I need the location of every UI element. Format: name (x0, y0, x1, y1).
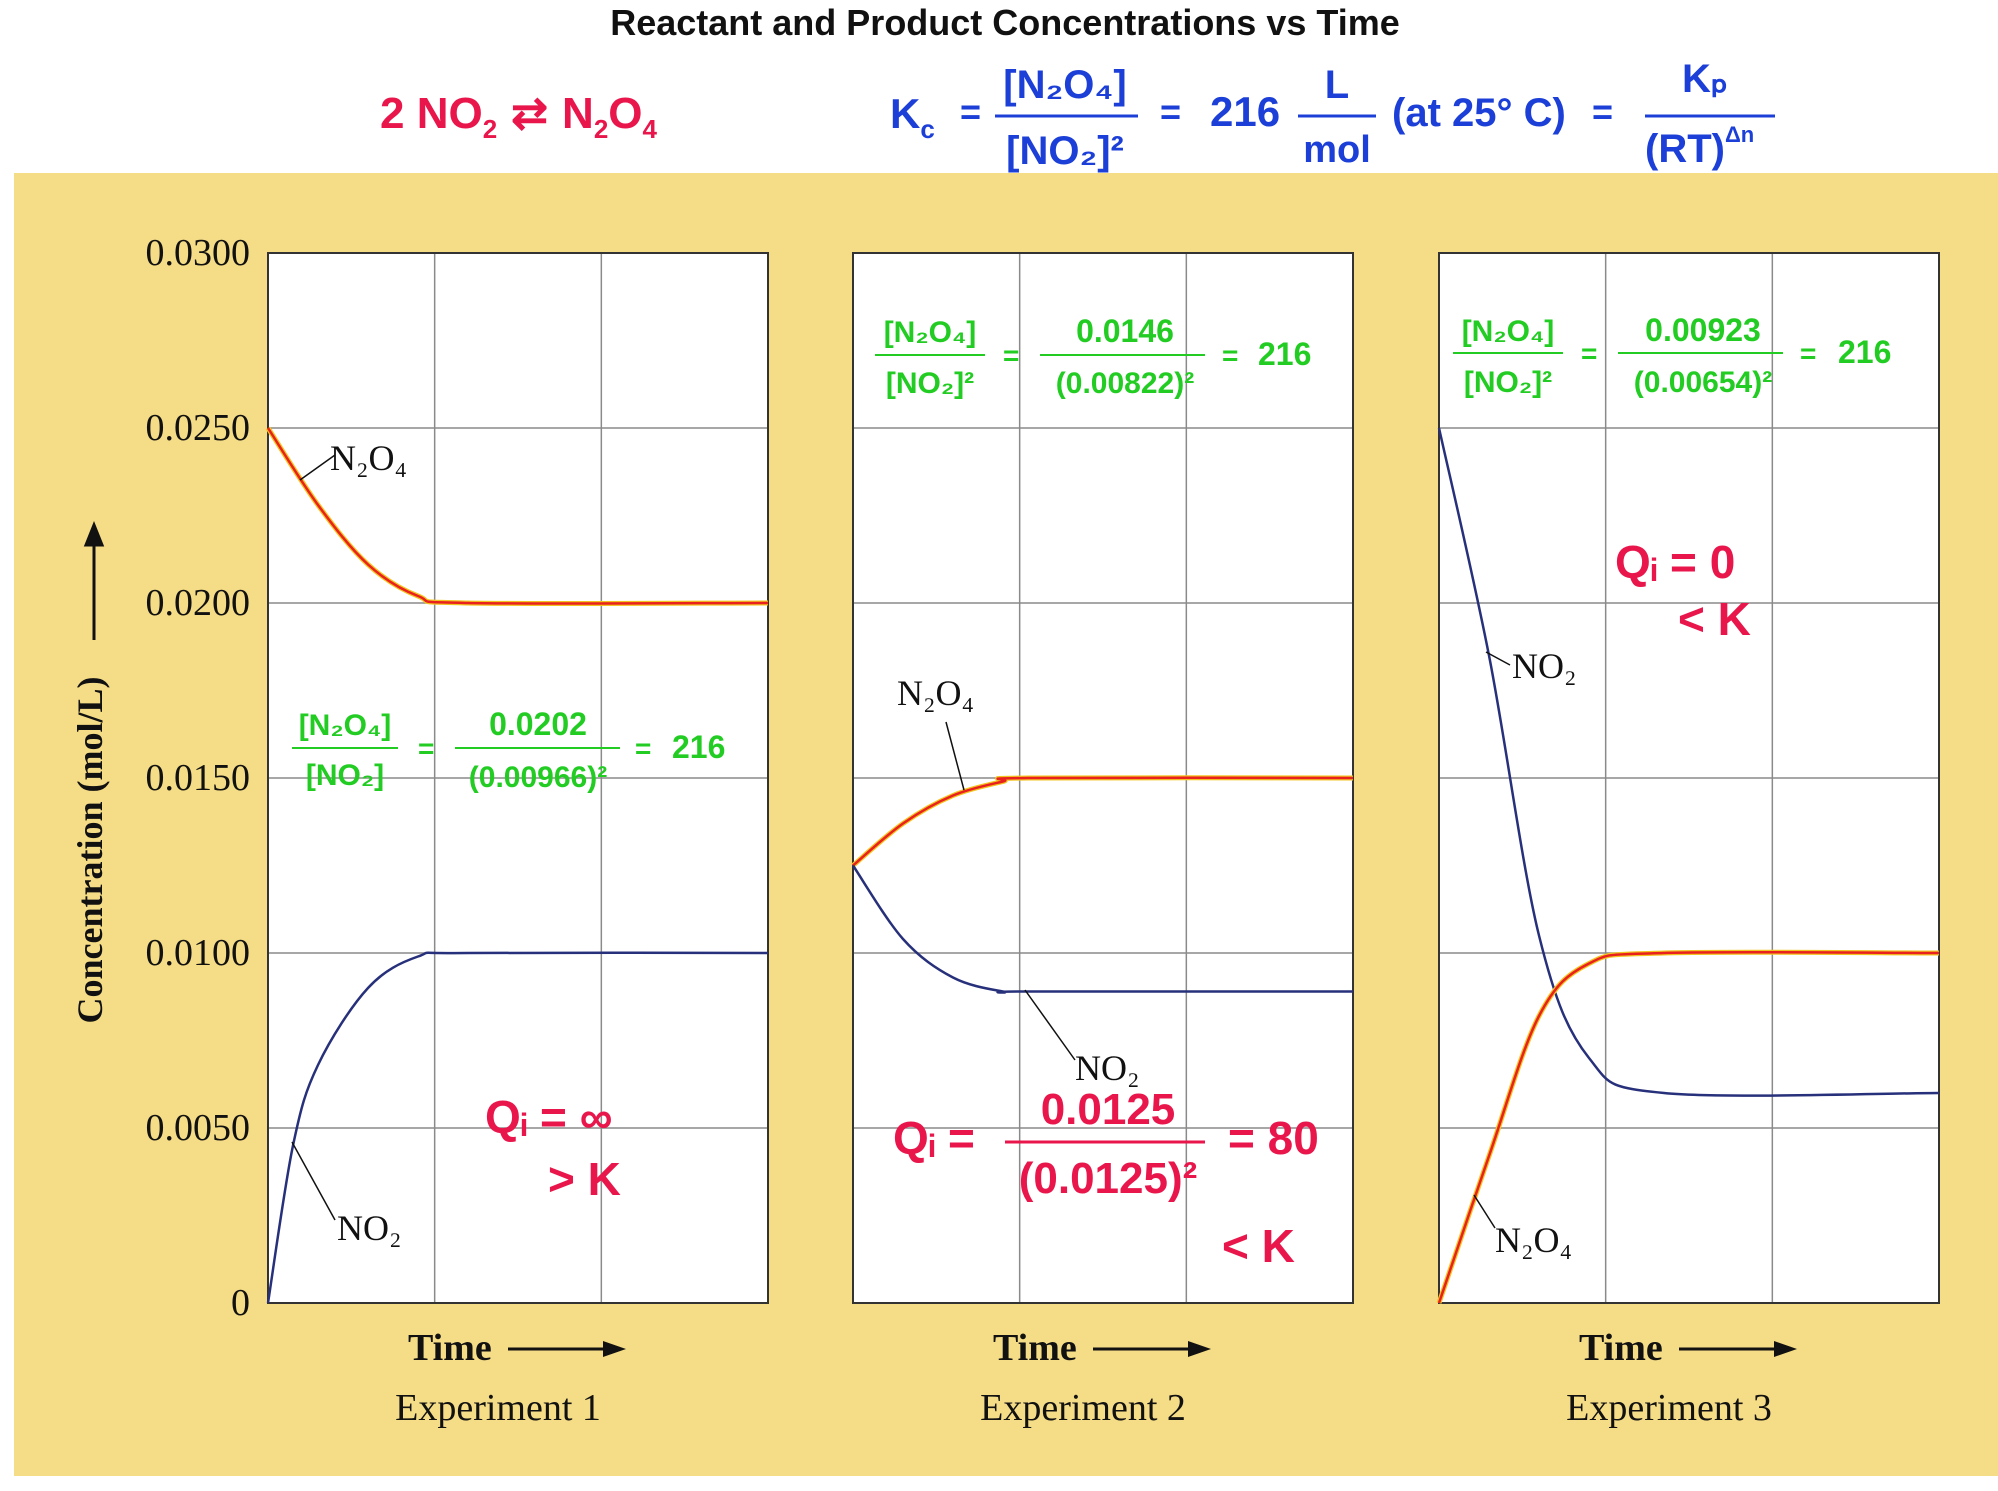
svg-text:216: 216 (672, 729, 725, 765)
x-axis-label: Time (408, 1327, 492, 1369)
svg-text:L: L (1325, 63, 1349, 107)
y-tick-label: 0.0250 (146, 407, 251, 449)
label-n2o4-exp2: N₂O₄ (897, 673, 974, 713)
plot-frame (1438, 252, 1940, 1304)
svg-text:2 NO2⇄N2O4: 2 NO2 ⇄ N2O4 (380, 89, 658, 144)
panel-1-annotations: [N₂O₄] [NO₂] = 0.0202 (0.00966)² = 216 Q… (292, 706, 725, 1205)
svg-text:[N₂O₄]: [N₂O₄] (884, 316, 977, 349)
label-n2o4-exp3: N₂O₄ (1495, 1220, 1572, 1260)
svg-text:[NO₂]: [NO₂] (306, 759, 384, 792)
plot-panel-2: Time Experiment 2 (851, 252, 1354, 1429)
label-no2-exp3: NO₂ (1512, 646, 1577, 686)
y-tick-label: 0.0150 (146, 757, 251, 799)
svg-text:0.0202: 0.0202 (489, 706, 587, 742)
svg-text:=: = (1592, 91, 1613, 132)
q-compare-3: < K (1678, 593, 1751, 645)
q-statement-3: Qᵢ = 0 (1615, 536, 1735, 588)
kc-equation: Kc = [N₂O₄] [NO₂]² = 216 L mol (at 25° C… (890, 57, 1775, 173)
plot-panel-3: Time Experiment 3 (1436, 252, 1940, 1429)
svg-text:=: = (1800, 338, 1816, 369)
panel-3-annotations: [N₂O₄] [NO₂]² = 0.00923 (0.00654)² = 216… (1453, 312, 1891, 645)
svg-text:[N₂O₄]: [N₂O₄] (1462, 315, 1555, 348)
y-tick-label: 0.0300 (146, 232, 251, 274)
y-tick-label: 0 (231, 1282, 250, 1324)
svg-text:(RT)Δn: (RT)Δn (1645, 122, 1754, 171)
series-n2o4-line (852, 776, 1354, 867)
svg-text:(0.00822)²: (0.00822)² (1056, 367, 1194, 400)
svg-text:(0.00966)²: (0.00966)² (469, 761, 607, 794)
svg-text:(at 25° C): (at 25° C) (1392, 91, 1566, 135)
label-n2o4-exp1: N₂O₄ (330, 438, 407, 478)
series-n2o4-line (266, 427, 769, 605)
curve-labels: N₂O₄ NO₂ N₂O₄ NO₂ NO₂ N₂O₄ (291, 438, 1577, 1260)
series-n2o4-line (1437, 950, 1940, 1304)
panel-2-annotations: [N₂O₄] [NO₂]² = 0.0146 (0.00822)² = 216 … (875, 313, 1319, 1272)
y-axis: 0.0300 0.0250 0.0200 0.0150 0.0100 0.0050 0 (146, 232, 251, 1324)
y-axis-arrow (83, 520, 105, 640)
y-axis-title: Concentration (mol/L) (70, 677, 110, 1024)
svg-text:< K: < K (1222, 1220, 1295, 1272)
svg-text:[N₂O₄]: [N₂O₄] (1003, 63, 1126, 107)
svg-text:0.0125: 0.0125 (1041, 1085, 1176, 1134)
svg-text:=: = (960, 91, 981, 132)
reaction-equation: 2 NO2 ⇄ N2O4 (380, 89, 658, 144)
series-no2-line (1437, 427, 1940, 1097)
svg-text:216: 216 (1258, 336, 1311, 372)
svg-text:0.0146: 0.0146 (1076, 313, 1174, 349)
svg-text:Kc: Kc (890, 90, 935, 144)
q-calc-2: Qᵢ = 0.0125 (0.0125)² = 80 < K (893, 1085, 1319, 1272)
svg-text:mol: mol (1303, 129, 1371, 171)
green-calc-2: [N₂O₄] [NO₂]² = 0.0146 (0.00822)² = 216 (875, 313, 1311, 400)
svg-text:[N₂O₄]: [N₂O₄] (299, 709, 392, 742)
svg-text:(0.00654)²: (0.00654)² (1634, 366, 1772, 399)
svg-text:[NO₂]²: [NO₂]² (886, 367, 974, 400)
y-tick-label: 0.0200 (146, 582, 251, 624)
green-calc-1: [N₂O₄] [NO₂] = 0.0202 (0.00966)² = 216 (292, 706, 725, 794)
svg-text:=: = (1003, 340, 1019, 371)
svg-text:(0.0125)²: (0.0125)² (1019, 1154, 1198, 1203)
x-axis-label: Time (993, 1327, 1077, 1369)
svg-text:216: 216 (1210, 88, 1280, 135)
svg-text:=: = (418, 733, 434, 764)
x-axis-arrow-head (603, 1341, 626, 1357)
svg-text:Kₚ: Kₚ (1682, 57, 1728, 101)
experiment-caption: Experiment 3 (1566, 1387, 1772, 1429)
experiment-caption: Experiment 2 (980, 1387, 1186, 1429)
svg-text:216: 216 (1838, 334, 1891, 370)
q-compare-1: > K (548, 1153, 621, 1205)
svg-text:=: = (635, 733, 651, 764)
x-axis-arrow-head (1188, 1341, 1211, 1357)
svg-text:0.00923: 0.00923 (1645, 312, 1761, 348)
series-no2-line (851, 864, 1353, 994)
svg-text:= 80: = 80 (1228, 1112, 1319, 1164)
svg-text:[NO₂]²: [NO₂]² (1006, 129, 1124, 173)
green-calc-3: [N₂O₄] [NO₂]² = 0.00923 (0.00654)² = 216 (1453, 312, 1891, 399)
experiment-caption: Experiment 1 (395, 1387, 601, 1429)
svg-text:=: = (1160, 91, 1181, 132)
plot-frame (267, 252, 769, 1304)
label-no2-exp2: NO₂ (1075, 1048, 1140, 1088)
x-axis-label: Time (1579, 1327, 1663, 1369)
label-no2-exp1: NO₂ (337, 1208, 402, 1248)
svg-text:=: = (1222, 340, 1238, 371)
series-no2-line (266, 951, 769, 1304)
svg-text:Qᵢ =: Qᵢ = (893, 1112, 975, 1164)
x-axis-arrow-head (1774, 1341, 1797, 1357)
svg-text:=: = (1581, 338, 1597, 369)
figure-title: Reactant and Product Concentrations vs T… (610, 2, 1400, 43)
svg-text:[NO₂]²: [NO₂]² (1464, 366, 1552, 399)
y-tick-label: 0.0050 (146, 1107, 251, 1149)
q-statement-1: Qᵢ = ∞ (485, 1091, 613, 1143)
plot-panel-1: Time Experiment 1 (265, 252, 769, 1429)
y-tick-label: 0.0100 (146, 932, 251, 974)
